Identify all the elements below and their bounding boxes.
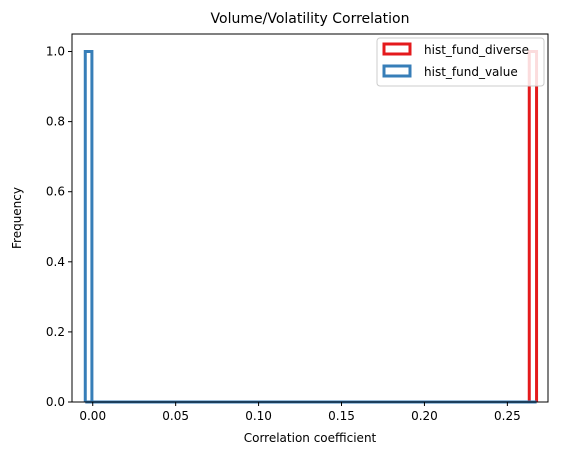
y-tick-label: 0.2 bbox=[46, 325, 65, 339]
y-axis-label: Frequency bbox=[10, 187, 24, 249]
x-tick-label: 0.20 bbox=[411, 409, 438, 423]
legend-swatch-hist-fund-diverse bbox=[382, 42, 412, 56]
legend-label-hist-fund-diverse: hist_fund_diverse bbox=[424, 43, 529, 57]
plot-frame bbox=[71, 33, 549, 403]
y-tick-label: 0.6 bbox=[46, 185, 65, 199]
x-tick-label: 0.05 bbox=[162, 409, 189, 423]
legend-frame bbox=[376, 37, 545, 87]
y-axis: 0.0 0.2 0.4 0.6 0.8 1.0 bbox=[46, 45, 72, 409]
legend: hist_fund_diverse hist_fund_value bbox=[376, 37, 545, 87]
x-tick-label: 0.25 bbox=[494, 409, 521, 423]
x-tick-label: 0.15 bbox=[328, 409, 355, 423]
legend-swatch-hist-fund-value bbox=[382, 64, 412, 78]
y-tick-label: 0.0 bbox=[46, 395, 65, 409]
y-tick-label: 0.4 bbox=[46, 255, 65, 269]
x-axis: 0.00 0.05 0.10 0.15 0.20 0.25 bbox=[79, 402, 521, 423]
x-axis-label: Correlation coefficient bbox=[244, 431, 377, 445]
chart-title: Volume/Volatility Correlation bbox=[211, 11, 410, 27]
legend-label-hist-fund-value: hist_fund_value bbox=[424, 65, 518, 79]
y-tick-label: 1.0 bbox=[46, 45, 65, 59]
bar-hist-fund-value bbox=[83, 50, 94, 402]
x-tick-label: 0.00 bbox=[79, 409, 106, 423]
plot-background bbox=[72, 34, 548, 402]
y-tick-label: 0.8 bbox=[46, 115, 65, 129]
x-tick-label: 0.10 bbox=[245, 409, 272, 423]
